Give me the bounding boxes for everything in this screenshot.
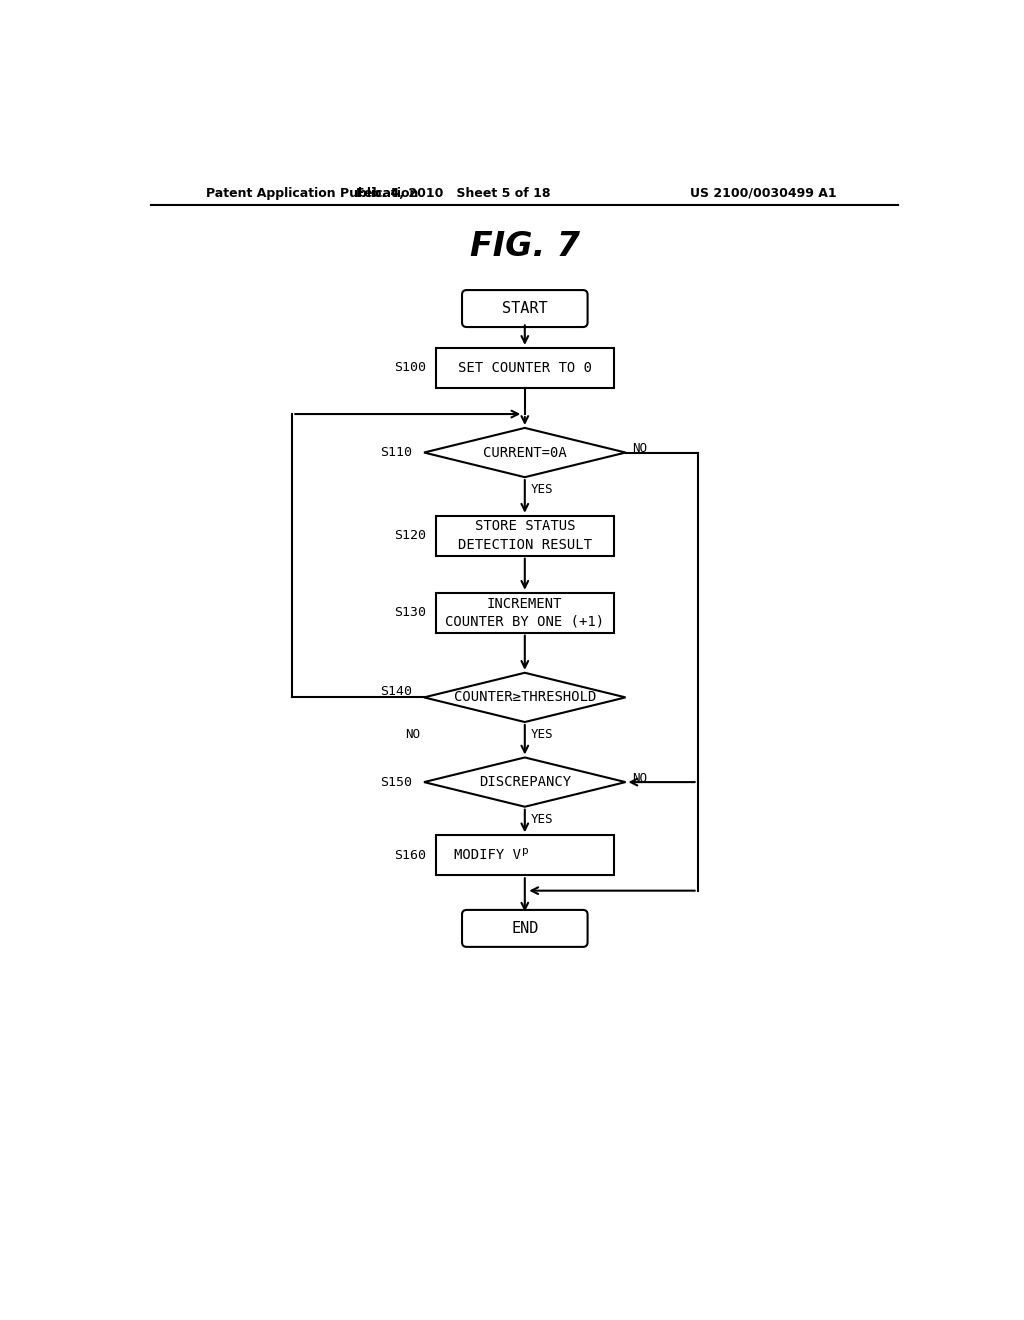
Text: DISCREPANCY: DISCREPANCY bbox=[479, 775, 570, 789]
Polygon shape bbox=[424, 428, 626, 478]
Text: YES: YES bbox=[531, 813, 554, 826]
Text: Patent Application Publication: Patent Application Publication bbox=[206, 186, 418, 199]
Text: S160: S160 bbox=[394, 849, 426, 862]
Polygon shape bbox=[424, 673, 626, 722]
Text: FIG. 7: FIG. 7 bbox=[470, 231, 580, 264]
FancyBboxPatch shape bbox=[462, 290, 588, 327]
Text: NO: NO bbox=[632, 442, 647, 455]
Text: S110: S110 bbox=[381, 446, 413, 459]
Text: END: END bbox=[511, 921, 539, 936]
Text: STORE STATUS
DETECTION RESULT: STORE STATUS DETECTION RESULT bbox=[458, 520, 592, 552]
Text: S120: S120 bbox=[394, 529, 426, 543]
Bar bbox=[435, 593, 614, 632]
FancyBboxPatch shape bbox=[462, 909, 588, 946]
Text: YES: YES bbox=[531, 483, 554, 496]
Text: START: START bbox=[502, 301, 548, 315]
Text: INCREMENT
COUNTER BY ONE (+1): INCREMENT COUNTER BY ONE (+1) bbox=[445, 597, 604, 628]
Text: S140: S140 bbox=[381, 685, 413, 698]
Text: YES: YES bbox=[531, 729, 554, 742]
Text: S100: S100 bbox=[394, 362, 426, 375]
Polygon shape bbox=[424, 758, 626, 807]
Text: S130: S130 bbox=[394, 606, 426, 619]
Bar bbox=[435, 836, 614, 875]
Text: S150: S150 bbox=[381, 776, 413, 788]
Text: COUNTER≥THRESHOLD: COUNTER≥THRESHOLD bbox=[454, 690, 596, 705]
Text: Feb. 4, 2010   Sheet 5 of 18: Feb. 4, 2010 Sheet 5 of 18 bbox=[356, 186, 551, 199]
Text: SET COUNTER TO 0: SET COUNTER TO 0 bbox=[458, 360, 592, 375]
Text: NO: NO bbox=[406, 729, 420, 742]
Text: p: p bbox=[522, 846, 529, 857]
Text: US 2100/0030499 A1: US 2100/0030499 A1 bbox=[690, 186, 837, 199]
Bar bbox=[435, 516, 614, 556]
Text: NO: NO bbox=[632, 772, 647, 785]
Text: CURRENT=0A: CURRENT=0A bbox=[483, 446, 566, 459]
Text: MODIFY V: MODIFY V bbox=[454, 849, 521, 862]
Bar bbox=[435, 348, 614, 388]
